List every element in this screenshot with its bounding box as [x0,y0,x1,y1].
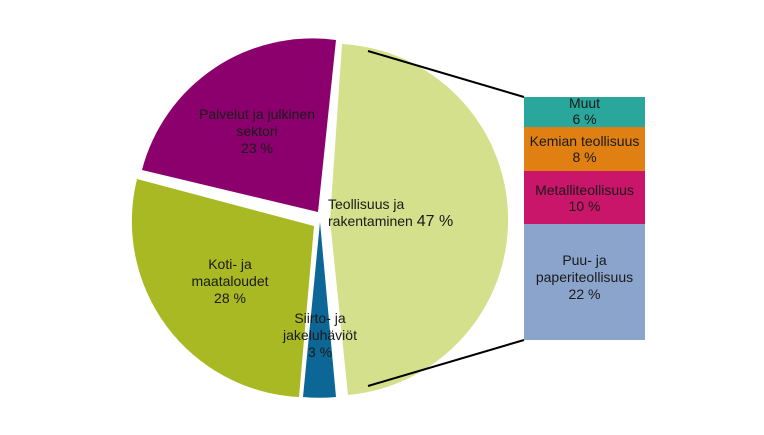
label-koti: Koti- ja maataloudet 28 % [170,256,290,307]
label-palvelut-line1: Palvelut ja julkinen [199,106,315,122]
bar-metalli[interactable] [524,171,645,224]
label-siirto: Siirto- ja jakeluhäviöt 3 % [270,310,370,361]
seg-puu-line2: paperiteollisuus [535,269,634,285]
slice-siirto[interactable] [303,222,336,398]
connector-top [367,50,525,98]
seg-kemian-value: 8 % [572,149,597,165]
seg-muut: Muut 6 % [524,95,645,127]
label-siirto-line1: Siirto- ja [294,310,346,326]
seg-puu: Puu- ja paperiteollisuus 22 % [524,224,645,340]
seg-kemian-name: Kemian teollisuus [529,133,640,149]
label-siirto-value: 3 % [307,344,333,360]
label-teollisuus: Teollisuus ja rakentaminen 47 % [328,196,453,230]
seg-kemian-label: Kemian teollisuus 8 % [524,133,645,165]
slice-koti[interactable] [131,179,314,397]
seg-kemian: Kemian teollisuus 8 % [524,127,645,171]
seg-muut-name: Muut [568,95,601,111]
slice-palvelut[interactable] [142,38,336,212]
label-teollisuus-value: 47 % [416,213,454,230]
label-palvelut: Palvelut ja julkinen sektori 23 % [182,106,332,157]
seg-metalli-label: Metalliteollisuus 10 % [524,182,645,214]
label-koti-value: 28 % [214,290,246,306]
label-teollisuus-line1: Teollisuus ja [328,196,405,212]
label-palvelut-value: 23 % [241,140,273,156]
seg-metalli: Metalliteollisuus 10 % [524,171,645,224]
seg-metalli-name: Metalliteollisuus [535,182,634,198]
label-teollisuus-line2: rakentaminen [328,213,413,229]
bar-puu[interactable] [524,224,645,340]
seg-puu-label: Puu- ja paperiteollisuus 22 % [524,252,645,303]
label-palvelut-line2: sektori [236,123,278,139]
bar-muut[interactable] [524,97,645,127]
seg-muut-value: 6 % [572,111,597,127]
label-koti-line2: maataloudet [191,273,269,289]
label-teollisuus-line2-wrap: rakentaminen 47 % [328,213,453,230]
slice-teollisuus[interactable] [330,44,509,395]
bar-kemian[interactable] [524,127,645,171]
seg-metalli-value: 10 % [568,198,601,214]
label-siirto-line2: jakeluhäviöt [283,327,357,343]
seg-puu-line1: Puu- ja [562,252,607,268]
seg-puu-value: 22 % [568,286,601,302]
connector-bottom [367,339,525,387]
label-koti-line1: Koti- ja [208,256,252,272]
seg-muut-label: Muut 6 % [524,95,645,127]
